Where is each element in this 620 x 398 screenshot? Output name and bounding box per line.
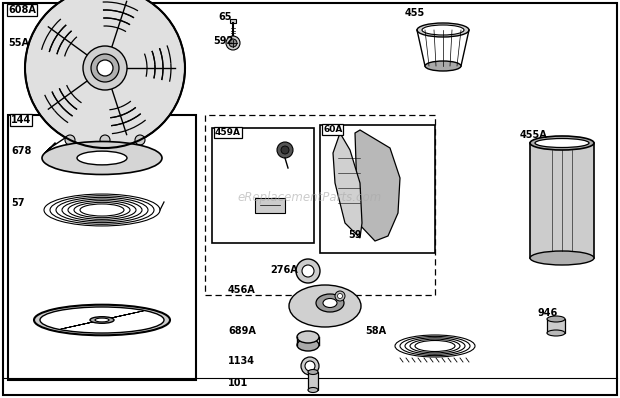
- Text: 58A: 58A: [365, 326, 386, 336]
- Ellipse shape: [42, 142, 162, 174]
- Text: 144: 144: [11, 115, 31, 125]
- Circle shape: [229, 39, 237, 47]
- Bar: [8, 115, 196, 380]
- Ellipse shape: [308, 369, 318, 375]
- Ellipse shape: [34, 305, 170, 335]
- Ellipse shape: [417, 23, 469, 37]
- Polygon shape: [114, 311, 143, 318]
- Ellipse shape: [77, 151, 127, 165]
- Polygon shape: [96, 318, 112, 321]
- Polygon shape: [103, 316, 120, 320]
- Text: 455A: 455A: [520, 130, 547, 140]
- Circle shape: [281, 146, 289, 154]
- Text: 1134: 1134: [228, 356, 255, 366]
- Polygon shape: [81, 320, 100, 325]
- Ellipse shape: [90, 317, 114, 323]
- Bar: [212, 128, 314, 243]
- Polygon shape: [355, 130, 400, 241]
- Circle shape: [302, 265, 314, 277]
- Text: 65: 65: [218, 12, 231, 22]
- Ellipse shape: [547, 316, 565, 322]
- Bar: [308, 372, 318, 390]
- Ellipse shape: [297, 331, 319, 343]
- Circle shape: [277, 142, 293, 158]
- Polygon shape: [62, 322, 91, 329]
- Text: 689A: 689A: [228, 326, 256, 336]
- Text: 608A: 608A: [8, 5, 36, 15]
- Bar: [255, 198, 285, 213]
- Text: eReplacementParts.com: eReplacementParts.com: [238, 191, 382, 205]
- Polygon shape: [110, 312, 138, 318]
- Polygon shape: [60, 323, 89, 329]
- Bar: [530, 143, 594, 258]
- Circle shape: [135, 135, 145, 145]
- Circle shape: [305, 361, 315, 371]
- Ellipse shape: [289, 285, 361, 327]
- Circle shape: [100, 135, 110, 145]
- Ellipse shape: [297, 339, 319, 351]
- Circle shape: [65, 135, 75, 145]
- Ellipse shape: [535, 139, 589, 148]
- Text: 678: 678: [11, 146, 32, 156]
- Circle shape: [97, 60, 113, 76]
- Text: 946: 946: [538, 308, 558, 318]
- Bar: [205, 115, 435, 295]
- Polygon shape: [108, 313, 133, 319]
- Circle shape: [337, 293, 342, 298]
- Circle shape: [301, 357, 319, 375]
- Ellipse shape: [425, 61, 461, 71]
- Circle shape: [91, 54, 119, 82]
- Text: 101: 101: [228, 378, 248, 388]
- Text: 55A: 55A: [8, 38, 29, 48]
- Circle shape: [335, 291, 345, 301]
- Polygon shape: [333, 133, 362, 238]
- Ellipse shape: [547, 330, 565, 336]
- Ellipse shape: [316, 294, 344, 312]
- Ellipse shape: [530, 251, 594, 265]
- Polygon shape: [115, 311, 144, 317]
- Text: 592: 592: [213, 36, 233, 46]
- Bar: [230, 19, 236, 23]
- Text: 455: 455: [405, 8, 425, 18]
- Circle shape: [25, 0, 185, 148]
- Circle shape: [296, 259, 320, 283]
- Text: 276A: 276A: [270, 265, 298, 275]
- Bar: [547, 319, 565, 333]
- Ellipse shape: [422, 25, 464, 35]
- Bar: [320, 125, 435, 253]
- Text: 60A: 60A: [323, 125, 342, 134]
- Ellipse shape: [323, 298, 337, 308]
- Text: 57: 57: [11, 198, 25, 208]
- Polygon shape: [74, 321, 97, 326]
- Text: 456A: 456A: [228, 285, 255, 295]
- Ellipse shape: [530, 136, 594, 150]
- Ellipse shape: [308, 388, 318, 392]
- Ellipse shape: [40, 307, 164, 333]
- Polygon shape: [64, 322, 93, 328]
- Circle shape: [226, 36, 240, 50]
- Text: 59: 59: [348, 230, 361, 240]
- Circle shape: [83, 46, 127, 90]
- Text: 459A: 459A: [215, 128, 241, 137]
- Ellipse shape: [95, 318, 109, 322]
